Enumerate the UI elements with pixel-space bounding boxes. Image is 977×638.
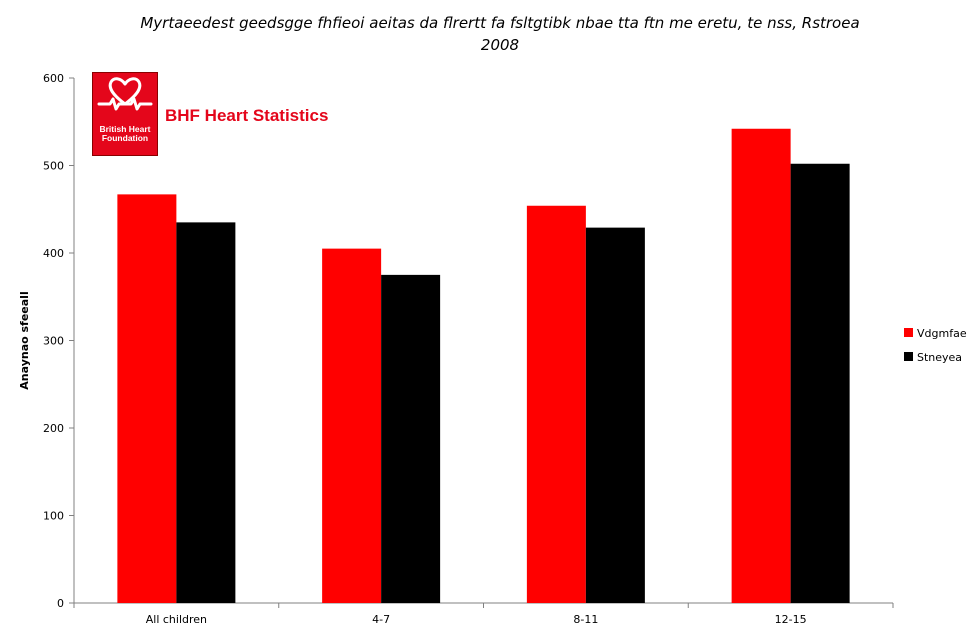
bar xyxy=(731,128,791,603)
bar xyxy=(176,222,236,603)
bar xyxy=(526,205,586,603)
chart-title-line-2: 2008 xyxy=(480,36,520,54)
legend-label: Vdgmfae xyxy=(917,327,967,340)
logo-text-line-2: Foundation xyxy=(101,133,149,143)
bhf-logo: British Heart Foundation xyxy=(92,72,158,156)
y-tick-label: 0 xyxy=(57,597,64,610)
x-tick-label: 4-7 xyxy=(372,613,390,626)
y-tick-label: 600 xyxy=(43,72,64,85)
bar xyxy=(117,194,177,603)
x-tick-label: All children xyxy=(146,613,207,626)
y-tick-label: 100 xyxy=(43,510,64,523)
logo-text: British Heart Foundation xyxy=(93,125,157,143)
chart-title: Myrtaeedest geedsgge fhfieoi aeitas da f… xyxy=(80,12,920,56)
bar xyxy=(585,227,645,603)
bar xyxy=(790,163,850,603)
legend-swatch xyxy=(904,328,913,337)
y-tick-label: 200 xyxy=(43,422,64,435)
y-axis-title: Anaynao sfeeall xyxy=(18,291,31,389)
bar xyxy=(322,248,382,603)
y-tick-label: 400 xyxy=(43,247,64,260)
logo-text-line-1: British Heart xyxy=(99,124,151,134)
bar xyxy=(381,274,441,603)
x-tick-label: 12-15 xyxy=(775,613,807,626)
y-tick-label: 300 xyxy=(43,335,64,348)
x-tick-label: 8-11 xyxy=(573,613,598,626)
legend-swatch xyxy=(904,352,913,361)
y-tick-label: 500 xyxy=(43,160,64,173)
chart-title-line-1: Myrtaeedest geedsgge fhfieoi aeitas da f… xyxy=(140,14,860,32)
heart-icon xyxy=(97,77,153,111)
brand-label: BHF Heart Statistics xyxy=(165,106,329,125)
legend-label: Stneyea xyxy=(917,351,962,364)
